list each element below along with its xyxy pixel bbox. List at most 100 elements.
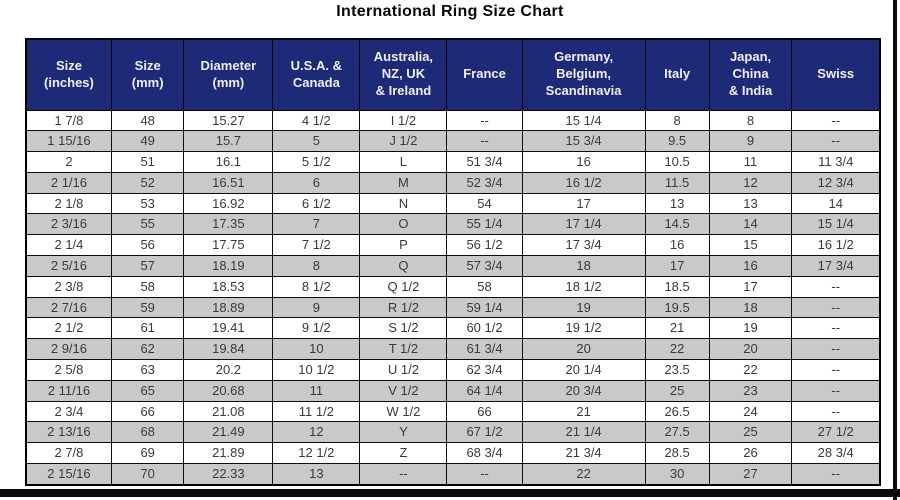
table-row: 2 3/8 58 18.53 8 1/2 Q 1/2 58 18 1/2 18.5 17 -- [25,275,881,298]
table-cell: 17 1/4 [521,213,646,236]
table-cell: 9 1/2 [272,317,361,340]
table-row: 2 1/4 56 17.75 7 1/2 P 56 1/2 17 3/4 16 15 16 1/2 [25,234,881,257]
table-cell: 2 7/16 [25,296,112,319]
table-row: 2 5/16 57 18.19 8 Q 57 3/4 18 17 16 17 3/4 [25,255,881,277]
table-cell: 15.27 [183,109,274,132]
table-cell: 65 [110,379,185,402]
table-cell: 58 [110,275,185,298]
table-cell: 2 9/16 [25,338,112,361]
table-cell: -- [791,400,881,423]
table-cell: 16 1/2 [791,234,881,257]
table-cell: -- [791,359,881,381]
table-cell: 21 1/4 [521,421,646,444]
table-cell: 56 [110,234,185,257]
table-cell: P [359,234,448,257]
table-cell: 12 3/4 [791,171,881,194]
table-cell: -- [359,463,448,486]
table-cell: 16 [521,151,646,173]
table-cell: S 1/2 [359,317,448,340]
table-cell: 21.49 [183,421,274,444]
table-cell: 22.33 [183,463,274,486]
table-cell: -- [446,130,523,153]
table-cell: 18 [708,296,793,319]
table-cell: 12 [708,171,793,194]
table-cell: 57 3/4 [446,255,523,277]
table-cell: 17 [521,192,646,215]
table-cell: 24 [708,400,793,423]
table-cell: 70 [110,463,185,486]
table-cell: 7 [272,213,361,236]
table-cell: 56 1/2 [446,234,523,257]
table-cell: 2 [25,151,112,173]
header-cell: Diameter (mm) [183,38,274,111]
table-cell: 25 [708,421,793,444]
table-cell: 18.5 [644,275,710,298]
table-cell: 22 [644,338,710,361]
header-cell: Germany, Belgium, Scandinavia [521,38,646,111]
table-cell: 28 3/4 [791,442,881,465]
table-cell: 63 [110,359,185,381]
table-cell: 1 7/8 [25,109,112,132]
table-cell: 8 1/2 [272,275,361,298]
table-cell: U 1/2 [359,359,448,381]
table-cell: 21 [521,400,646,423]
table-row: 2 7/8 69 21.89 12 1/2 Z 68 3/4 21 3/4 28.5 26 28 … [25,442,881,465]
ring-size-table: Size (inches) Size (mm) Diameter (mm) U.S.A… [25,38,881,486]
table-cell: 27 1/2 [791,421,881,444]
table-cell: Z [359,442,448,465]
table-cell: 16.51 [183,171,274,194]
table-cell: 18 [521,255,646,277]
table-cell: 49 [110,130,185,153]
table-cell: J 1/2 [359,130,448,153]
table-cell: M [359,171,448,194]
table-cell: 2 1/16 [25,171,112,194]
table-cell: 66 [110,400,185,423]
table-cell: -- [791,317,881,340]
table-cell: 62 [110,338,185,361]
table-cell: 17.75 [183,234,274,257]
table-cell: 17 [708,275,793,298]
table-cell: 68 3/4 [446,442,523,465]
table-cell: 15 3/4 [521,130,646,153]
table-cell: 25 [644,379,710,402]
table-cell: 16 1/2 [521,171,646,194]
header-cell: U.S.A. & Canada [272,38,361,111]
table-cell: 2 5/8 [25,359,112,381]
table-cell: 59 [110,296,185,319]
table-row: 1 7/8 48 15.27 4 1/2 I 1/2 -- 15 1/4 8 8 -- [25,109,881,132]
header-cell: Italy [644,38,710,111]
table-row: 2 51 16.1 5 1/2 L 51 3/4 16 10.5 11 11 3/4 [25,151,881,173]
table-cell: 16.92 [183,192,274,215]
table-cell: 14 [708,213,793,236]
right-edge-bar [893,0,897,500]
table-cell: 21.89 [183,442,274,465]
table-cell: 10.5 [644,151,710,173]
table-cell: Y [359,421,448,444]
table-cell: 51 [110,151,185,173]
table-cell: 6 1/2 [272,192,361,215]
table-row: 2 15/16 70 22.33 13 -- -- 22 30 27 -- [25,463,881,486]
table-cell: 13 [644,192,710,215]
table-cell: 8 [272,255,361,277]
table-cell: 6 [272,171,361,194]
table-cell: R 1/2 [359,296,448,319]
table-cell: -- [446,109,523,132]
table-cell: 4 1/2 [272,109,361,132]
header-cell: Size (mm) [110,38,185,111]
table-cell: 8 [644,109,710,132]
table-cell: 19 1/2 [521,317,646,340]
table-cell: 19.84 [183,338,274,361]
table-row: 2 1/2 61 19.41 9 1/2 S 1/2 60 1/2 19 1/2 21 19 -- [25,317,881,340]
table-row: 2 1/16 52 16.51 6 M 52 3/4 16 1/2 11.5 12 12 3/4 [25,171,881,194]
table-cell: 2 3/16 [25,213,112,236]
table-cell: 62 3/4 [446,359,523,381]
table-cell: 28.5 [644,442,710,465]
ring-size-table-container: Size (inches) Size (mm) Diameter (mm) U.S.A… [25,38,881,486]
table-row: 2 9/16 62 19.84 10 T 1/2 61 3/4 20 22 20 -- [25,338,881,361]
table-cell: 52 3/4 [446,171,523,194]
table-cell: V 1/2 [359,379,448,402]
table-cell: 2 3/4 [25,400,112,423]
table-cell: 12 [272,421,361,444]
table-cell: T 1/2 [359,338,448,361]
